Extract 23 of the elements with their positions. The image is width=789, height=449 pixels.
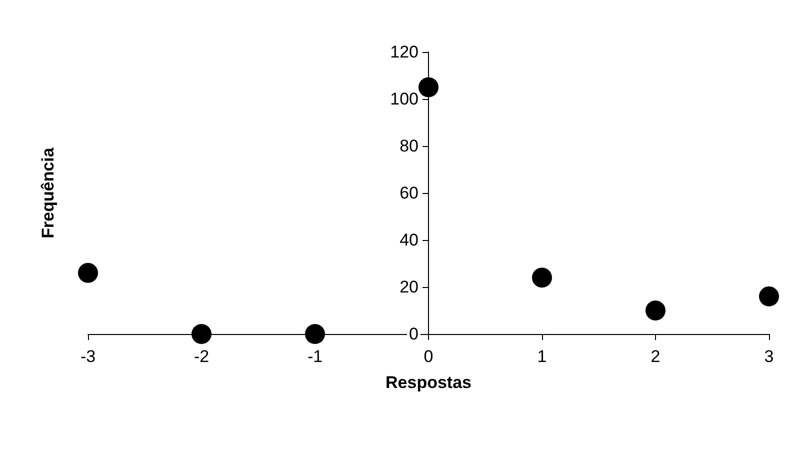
x-tick-label: 2 bbox=[650, 347, 660, 366]
x-tick-label: -1 bbox=[307, 347, 323, 366]
y-tick-label: 40 bbox=[400, 230, 418, 250]
x-tick-label: -2 bbox=[194, 347, 210, 366]
y-tick-label: 80 bbox=[400, 136, 418, 156]
y-tick-label: 20 bbox=[400, 278, 418, 296]
point bbox=[418, 77, 438, 98]
y-tick-label: 120 bbox=[390, 42, 418, 62]
point bbox=[646, 300, 666, 320]
x-tick-label: 3 bbox=[764, 347, 774, 366]
point bbox=[759, 286, 779, 306]
x-tick-label: 0 bbox=[424, 347, 434, 366]
y-tick-label: 60 bbox=[400, 184, 418, 202]
y-tick-label: 100 bbox=[390, 90, 418, 108]
point bbox=[305, 324, 325, 344]
point bbox=[532, 268, 552, 288]
point bbox=[192, 324, 212, 344]
x-axis-title: Respostas bbox=[386, 373, 472, 392]
x-tick-label: 1 bbox=[537, 347, 547, 366]
point bbox=[78, 262, 98, 283]
y-axis-title: Frequência bbox=[38, 147, 58, 238]
y-tick-label: 0 bbox=[409, 324, 418, 344]
x-tick-label: -3 bbox=[80, 347, 96, 366]
